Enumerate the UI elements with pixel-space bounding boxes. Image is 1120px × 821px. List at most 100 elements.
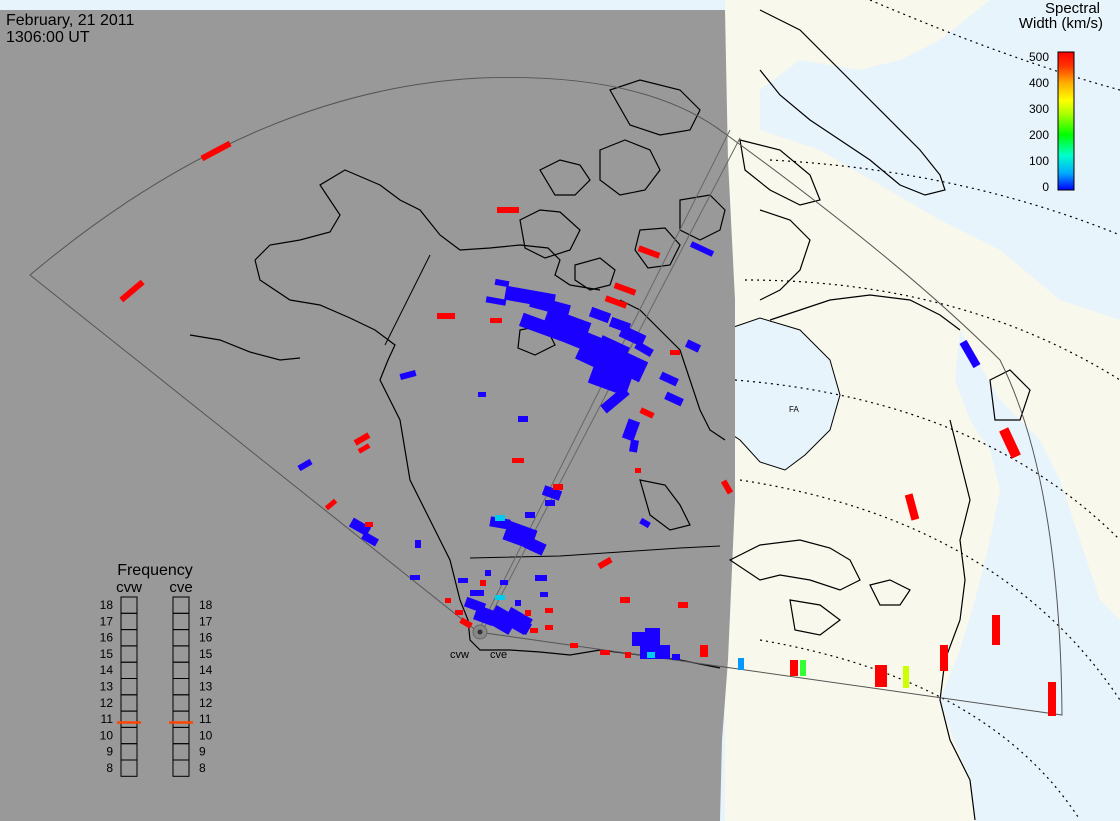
frequency-level-label: 16: [100, 631, 114, 645]
echo-cell: [670, 350, 680, 355]
echo-cell: [904, 493, 920, 521]
echo-cell: [629, 439, 639, 453]
echo-cell: [545, 625, 553, 630]
echo-cell: [485, 296, 507, 306]
echo-cell: [490, 318, 502, 323]
echo-cells: [119, 140, 1056, 716]
echo-cell: [600, 386, 630, 414]
echo-cell: [529, 295, 571, 317]
frequency-level-label: 12: [100, 696, 114, 710]
colorbar: Spectral Width (km/s) 500 400 300 200 100 0: [1019, 0, 1103, 194]
echo-cell: [458, 578, 468, 583]
colorbar-tick-label: 300: [1029, 102, 1049, 116]
echo-cell: [399, 370, 417, 380]
frequency-level-label: 17: [199, 614, 213, 628]
echo-cell: [664, 391, 684, 407]
colorbar-title-1: Spectral: [1045, 0, 1100, 17]
echo-cell: [445, 598, 451, 603]
echo-cell: [645, 628, 660, 638]
echo-cell: [672, 654, 680, 660]
coastlines: [189, 9, 1031, 821]
night-region: [0, 10, 735, 821]
echo-cell: [525, 610, 531, 616]
colorbar-title-2: Width (km/s): [1019, 15, 1103, 32]
frequency-level-label: 10: [100, 728, 114, 742]
echo-cell: [535, 575, 547, 581]
hudson-bay: [724, 317, 841, 471]
frequency-level-label: 18: [199, 598, 213, 612]
frequency-level-label: 10: [199, 728, 213, 742]
echo-cell: [200, 140, 232, 162]
echo-cell: [600, 650, 610, 655]
frequency-level-label: 11: [199, 712, 212, 726]
echo-cell: [553, 484, 563, 490]
echo-cell: [588, 306, 612, 324]
echo-cell: [678, 602, 688, 608]
frequency-level-label: 14: [199, 663, 213, 677]
radar-label-east: cve: [490, 649, 507, 661]
echo-cell: [365, 522, 373, 527]
echo-cell: [494, 278, 510, 288]
borders: [384, 254, 721, 559]
colorbar-tick-label: 400: [1029, 76, 1049, 90]
echo-cell: [455, 610, 463, 615]
frequency-level-label: 9: [106, 745, 113, 759]
frequency-level-label: 15: [100, 647, 114, 661]
frequency-level-label: 9: [199, 745, 206, 759]
frequency-level-label: 11: [101, 712, 114, 726]
echo-cell: [486, 605, 519, 635]
echo-cell: [639, 517, 651, 529]
echo-cell: [525, 512, 535, 518]
echo-cell: [587, 363, 633, 397]
echo-cell: [495, 515, 505, 521]
frequency-title: Frequency: [117, 562, 193, 579]
island-label: FA: [789, 405, 799, 414]
echo-cell: [489, 516, 511, 530]
echo-cell: [625, 652, 631, 658]
echo-cell: [415, 540, 421, 548]
echo-cell: [992, 615, 1000, 645]
echo-cell: [611, 349, 649, 383]
echo-cell: [570, 643, 578, 648]
radar-fov: [29, 77, 1063, 716]
frequency-panel: Frequency cvw cve 18 18 17 17 16 16 15 15 14 14 13…: [100, 562, 213, 777]
colorbar-tick-label: 100: [1029, 154, 1049, 168]
echo-cell: [480, 580, 486, 586]
echo-cell: [515, 600, 521, 606]
echo-cell: [959, 339, 981, 369]
echo-cell: [512, 458, 524, 463]
frequency-level-label: 15: [199, 647, 213, 661]
echo-cell: [684, 339, 702, 353]
echo-cell: [604, 295, 628, 309]
echo-cell: [478, 392, 486, 397]
frequency-level-label: 8: [199, 761, 206, 775]
echo-cell: [647, 652, 655, 658]
echo-cell: [608, 316, 632, 334]
radar-site-center: [477, 629, 483, 635]
echo-cell: [361, 531, 379, 547]
echo-cell: [634, 341, 654, 357]
radar-label-west: cvw: [450, 649, 469, 661]
frequency-level-label: 18: [100, 598, 114, 612]
colorbar-tick-label: 200: [1029, 128, 1049, 142]
echo-cell: [297, 458, 313, 472]
frequency-cell: [120, 759, 138, 777]
frequency-level-label: 12: [199, 696, 213, 710]
echo-cell: [689, 241, 715, 257]
echo-cell: [903, 666, 909, 688]
echo-cell: [620, 597, 630, 603]
echo-cell: [875, 665, 887, 687]
echo-cell: [530, 628, 538, 633]
frequency-level-label: 13: [199, 680, 213, 694]
echo-cell: [513, 617, 532, 635]
frequency-level-label: 14: [100, 663, 114, 677]
echo-cell: [518, 416, 528, 422]
echo-cell: [437, 313, 455, 319]
echo-cell: [541, 485, 563, 501]
echo-cell: [119, 279, 145, 303]
echo-cell: [597, 556, 613, 570]
echo-cell: [545, 608, 553, 613]
echo-cell: [790, 660, 798, 676]
echo-cell: [348, 517, 372, 537]
